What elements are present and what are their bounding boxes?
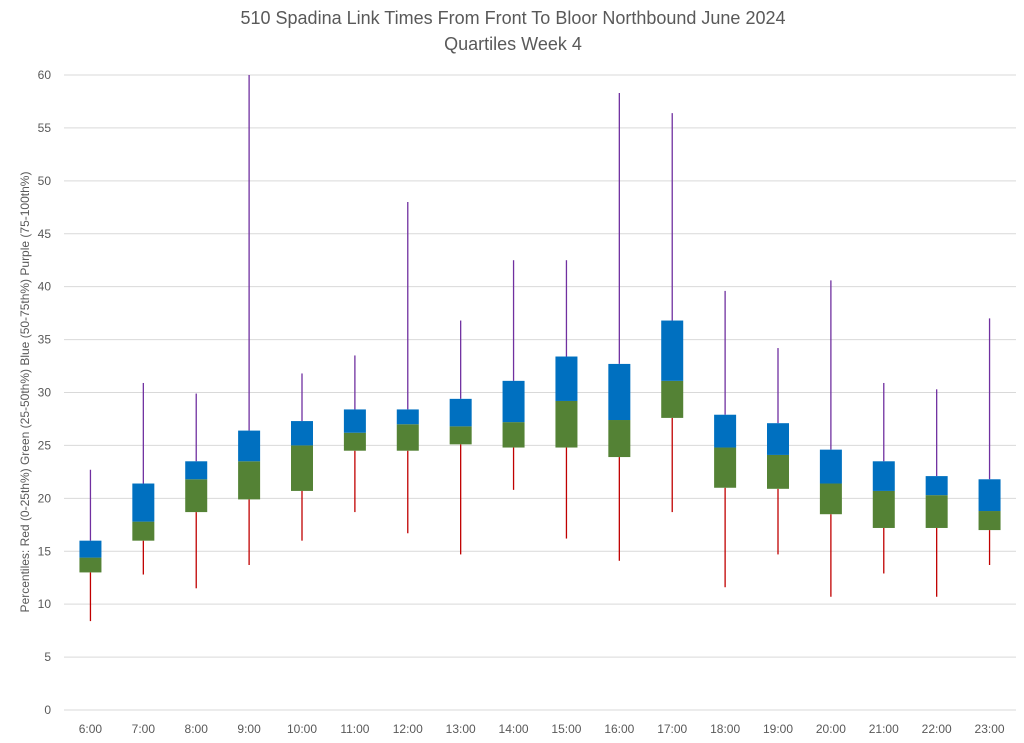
x-tick-label: 19:00 — [763, 722, 793, 736]
chart-title: 510 Spadina Link Times From Front To Blo… — [241, 8, 786, 28]
x-tick-label: 6:00 — [79, 722, 103, 736]
y-tick-label: 35 — [38, 333, 52, 347]
box-group — [185, 393, 208, 589]
box-group — [714, 290, 737, 588]
box-group — [238, 75, 261, 566]
box-group — [608, 92, 631, 561]
upper-box — [872, 461, 895, 491]
lower-box — [132, 521, 155, 541]
lower-box — [661, 380, 684, 418]
lower-box — [872, 490, 895, 528]
x-tick-label: 8:00 — [185, 722, 209, 736]
upper-box — [449, 398, 472, 427]
lower-box — [819, 483, 842, 515]
x-tick-label: 16:00 — [604, 722, 634, 736]
lower-box — [291, 445, 313, 491]
box-group — [343, 355, 366, 513]
upper-box — [79, 540, 102, 558]
x-tick-label: 23:00 — [975, 722, 1005, 736]
x-tick-label: 12:00 — [393, 722, 423, 736]
x-tick-label: 9:00 — [237, 722, 261, 736]
upper-box — [661, 320, 684, 381]
y-tick-label: 30 — [38, 386, 52, 400]
upper-box — [714, 414, 737, 448]
x-tick-label: 7:00 — [132, 722, 156, 736]
y-tick-label: 10 — [38, 597, 52, 611]
box-group — [555, 260, 578, 539]
box-group — [661, 113, 684, 513]
x-tick-label: 17:00 — [657, 722, 687, 736]
upper-box — [925, 476, 948, 496]
y-tick-label: 55 — [38, 121, 52, 135]
upper-box — [608, 363, 631, 421]
lower-box — [185, 479, 208, 513]
box-group — [767, 348, 789, 555]
upper-box — [291, 421, 313, 446]
upper-box — [767, 423, 789, 455]
y-axis-ticks: 0 5 10 15 20 25 30 35 40 45 50 55 60 — [38, 68, 52, 717]
gridlines — [64, 74, 1016, 711]
x-tick-label: 13:00 — [446, 722, 476, 736]
upper-box — [819, 449, 842, 484]
x-tick-label: 22:00 — [922, 722, 952, 736]
y-tick-label: 50 — [38, 174, 52, 188]
upper-box — [185, 461, 208, 480]
y-tick-label: 20 — [38, 491, 52, 505]
upper-box — [343, 409, 366, 433]
x-tick-label: 18:00 — [710, 722, 740, 736]
y-tick-label: 45 — [38, 227, 52, 241]
x-tick-label: 10:00 — [287, 722, 317, 736]
x-tick-label: 15:00 — [551, 722, 581, 736]
upper-box — [555, 356, 578, 401]
box-series — [79, 75, 1001, 622]
x-tick-label: 11:00 — [340, 722, 369, 736]
box-group — [925, 389, 948, 597]
box-group — [396, 202, 419, 534]
box-group — [978, 318, 1001, 566]
box-group — [449, 320, 472, 555]
upper-box — [132, 483, 155, 522]
x-axis-ticks: 6:00 7:00 8:00 9:00 10:00 11:00 12:00 13:00 14:0… — [79, 722, 1005, 736]
upper-box — [502, 380, 525, 423]
lower-box — [238, 461, 261, 500]
upper-box — [978, 479, 1001, 512]
y-tick-label: 0 — [44, 703, 51, 717]
lower-box — [555, 400, 578, 448]
x-tick-label: 20:00 — [816, 722, 846, 736]
upper-box — [238, 430, 261, 462]
y-tick-label: 25 — [38, 438, 52, 452]
lower-box — [79, 557, 102, 573]
y-tick-label: 15 — [38, 544, 52, 558]
lower-box — [608, 420, 631, 458]
y-axis-label: Percentiles: Red (0-25th%) Green (25-50t… — [18, 172, 32, 613]
box-group — [502, 260, 525, 490]
y-tick-label: 60 — [38, 68, 52, 82]
box-group — [819, 280, 842, 597]
box-group — [132, 382, 155, 575]
box-group — [79, 469, 102, 622]
lower-box — [978, 511, 1001, 531]
y-tick-label: 40 — [38, 280, 52, 294]
lower-box — [714, 447, 737, 488]
y-tick-label: 5 — [44, 650, 51, 664]
lower-box — [396, 424, 419, 451]
lower-box — [449, 426, 472, 445]
upper-box — [396, 409, 419, 425]
lower-box — [767, 454, 789, 489]
x-tick-label: 21:00 — [869, 722, 899, 736]
lower-box — [925, 495, 948, 528]
lower-box — [343, 432, 366, 451]
lower-box — [502, 422, 525, 448]
box-group — [872, 382, 895, 574]
x-tick-label: 14:00 — [499, 722, 529, 736]
box-group — [291, 373, 313, 541]
chart-subtitle: Quartiles Week 4 — [444, 34, 582, 54]
